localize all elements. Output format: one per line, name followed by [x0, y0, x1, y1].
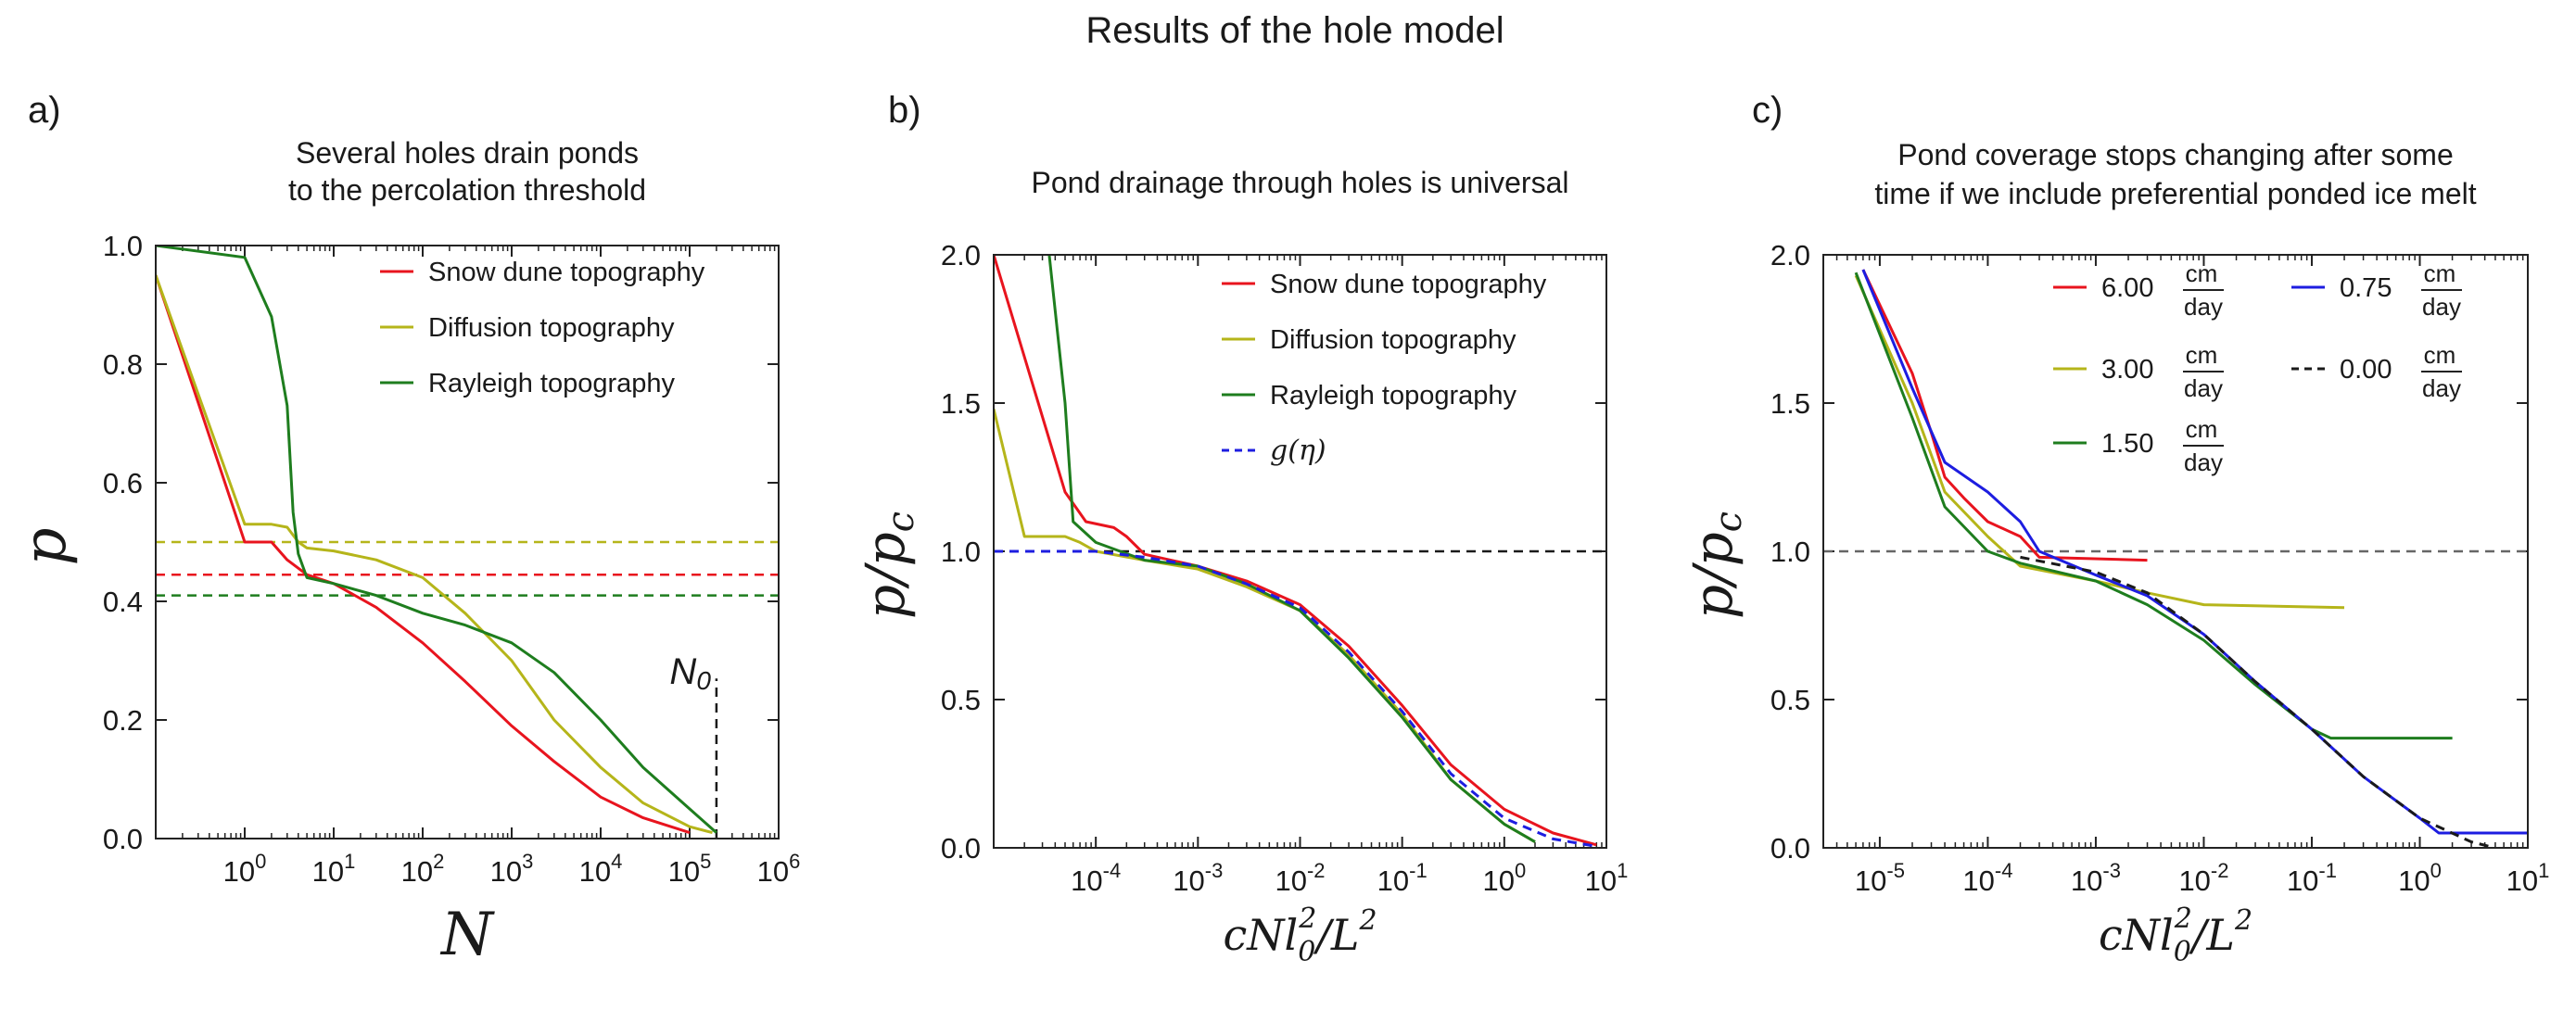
y-tick-label: 1.0 — [1770, 536, 1810, 568]
series-line-6-00 — [1861, 269, 2148, 562]
x-tick-label: 101 — [1585, 859, 1629, 897]
y-tick-label: 0.8 — [103, 348, 143, 381]
figure-title: Results of the hole model — [1085, 10, 1504, 51]
series-line-3-00 — [1854, 274, 2345, 610]
x-tick-label: 10-2 — [1275, 859, 1325, 897]
panel-title-line: Pond coverage stops changing after some — [1897, 138, 2453, 171]
series-line-diffusion-topography — [156, 274, 713, 835]
x-tick-label: 10-4 — [1962, 859, 2012, 897]
y-tick-label: 1.0 — [103, 230, 143, 262]
series-line-g- — [994, 549, 1597, 848]
x-tick-label: 104 — [579, 850, 623, 888]
y-axis-label: p — [11, 528, 80, 566]
x-axis-label: cNl02/L2 — [1223, 902, 1377, 968]
series-line-0-00 — [2020, 555, 2496, 848]
x-tick-label: 102 — [401, 850, 445, 888]
panel-title-line: time if we include preferential ponded i… — [1874, 177, 2476, 210]
y-tick-label: 1.5 — [1770, 387, 1810, 420]
x-tick-label: 10-3 — [2071, 859, 2121, 897]
y-tick-label: 0.6 — [103, 467, 143, 499]
y-tick-label: 0.4 — [103, 586, 143, 618]
legend-label: Rayleigh topography — [428, 369, 676, 398]
x-tick-label: 103 — [490, 850, 534, 888]
series-line-snow-dune-topography — [156, 274, 691, 835]
x-tick-label: 100 — [2398, 859, 2442, 897]
legend-label: 6.00 — [2101, 273, 2153, 303]
panel-label: a) — [28, 90, 61, 131]
x-tick-label: 10-3 — [1173, 859, 1223, 897]
x-tick-label: 10-5 — [1855, 859, 1905, 897]
y-tick-label: 0.5 — [1770, 684, 1810, 716]
legend-label: 3.00 — [2101, 355, 2153, 385]
x-tick-label: 101 — [312, 850, 356, 888]
plot-frame — [1822, 254, 2529, 849]
panel-label: b) — [888, 90, 921, 131]
y-tick-label: 1.0 — [941, 536, 981, 568]
plot-frame — [993, 254, 1607, 849]
legend-unit-numerator: cm — [2424, 341, 2456, 369]
y-tick-label: 0.0 — [941, 832, 981, 865]
plot-area — [994, 255, 1606, 848]
panel-title-line: Pond drainage through holes is universal — [1032, 166, 1569, 199]
x-tick-label: 106 — [757, 850, 801, 888]
x-tick-label: 101 — [2506, 859, 2550, 897]
y-tick-label: 0.0 — [103, 823, 143, 855]
x-tick-label: 10-1 — [2287, 859, 2337, 897]
plot-area — [156, 246, 779, 839]
legend-label: Snow dune topography — [1270, 270, 1547, 299]
legend-label: Snow dune topography — [428, 258, 705, 287]
x-tick-label: 10-4 — [1071, 859, 1121, 897]
y-axis-label: p/pc — [1681, 511, 1750, 619]
y-axis-label: p/pc — [854, 511, 922, 619]
y-tick-label: 0.0 — [1770, 832, 1810, 865]
panel-title-line: to the percolation threshold — [288, 173, 646, 207]
panel-c: c) Pond coverage stops changing after som… — [1681, 90, 2549, 968]
legend-unit-denominator: day — [2184, 448, 2223, 476]
x-tick-label: 10-1 — [1377, 859, 1428, 897]
legend-label: Diffusion topography — [1270, 325, 1516, 355]
plot-area — [1823, 269, 2528, 848]
x-axis-label: cNl02/L2 — [2099, 902, 2252, 968]
legend-label: Diffusion topography — [428, 313, 675, 343]
y-tick-label: 2.0 — [941, 239, 981, 271]
x-tick-label: 105 — [668, 850, 712, 888]
legend-label: 0.00 — [2340, 355, 2392, 385]
legend-unit-numerator: cm — [2186, 259, 2218, 287]
y-tick-label: 1.5 — [941, 387, 981, 420]
legend-label: g(η) — [1270, 435, 1326, 467]
x-tick-label: 100 — [1482, 859, 1526, 897]
series-line-rayleigh-topography — [156, 246, 717, 834]
series-line-1-50 — [1854, 271, 2453, 740]
y-tick-label: 0.5 — [941, 684, 981, 716]
legend-unit-numerator: cm — [2186, 341, 2218, 369]
legend-unit-numerator: cm — [2424, 259, 2456, 287]
x-axis-label: N — [439, 901, 495, 969]
legend-label: Rayleigh topography — [1270, 381, 1517, 410]
y-tick-label: 2.0 — [1770, 239, 1810, 271]
panel-title-line: Several holes drain ponds — [296, 136, 639, 170]
plot-frame — [155, 245, 780, 839]
legend-unit-denominator: day — [2184, 374, 2223, 402]
x-tick-label: 100 — [223, 850, 267, 888]
panel-b: b) Pond drainage through holes is univers… — [854, 90, 1628, 968]
legend-unit-denominator: day — [2184, 293, 2223, 321]
legend-label: 0.75 — [2340, 273, 2392, 303]
legend-unit-numerator: cm — [2186, 415, 2218, 443]
y-tick-label: 0.2 — [103, 704, 143, 737]
x-tick-label: 10-2 — [2178, 859, 2228, 897]
legend-unit-denominator: day — [2422, 374, 2461, 402]
panel-label: c) — [1752, 90, 1783, 131]
annotation-n0: N0 — [669, 651, 711, 695]
legend-label: 1.50 — [2101, 429, 2153, 459]
series-line-snow-dune-topography — [994, 255, 1597, 847]
legend-unit-denominator: day — [2422, 293, 2461, 321]
